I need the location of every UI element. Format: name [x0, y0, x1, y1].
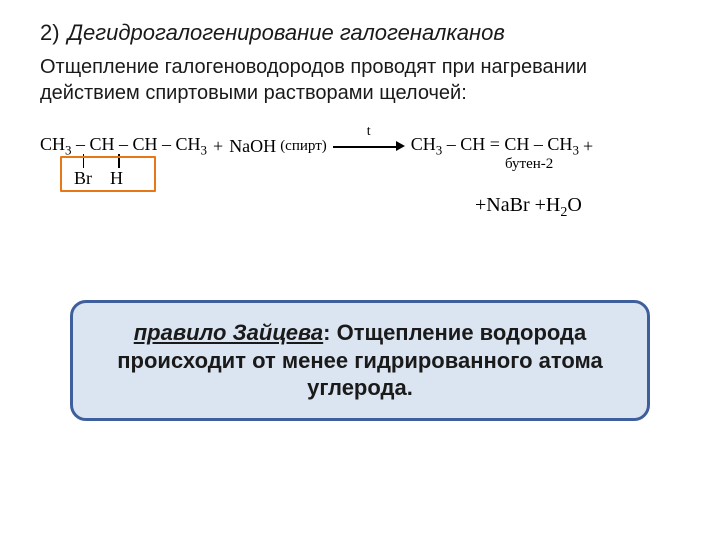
description-text: Отщепление галогеноводородов проводят пр…	[40, 54, 680, 106]
byproduct-2: H2O	[546, 194, 582, 216]
heading-number: 2)	[40, 20, 60, 46]
reactant-formula: CH3 – CH – CH – CH3	[40, 134, 207, 159]
reaction-arrow: t	[333, 136, 405, 156]
trailing-plus: +	[583, 136, 593, 157]
callout-title: правило Зайцева	[134, 320, 323, 345]
reaction-main-line: CH3 – CH – CH – CH3 + NaOH (спирт) t CH3…	[40, 134, 680, 159]
elimination-highlight-box	[60, 156, 156, 192]
reagent-formula: NaOH	[229, 136, 276, 157]
reagent-note: (спирт)	[280, 138, 327, 155]
byproduct-1: NaBr	[486, 194, 529, 216]
product-formula: CH3 – CH = CH – CH3	[411, 134, 579, 159]
heading: 2) Дегидрогалогенирование галогеналканов	[40, 20, 680, 46]
plus-1: +	[213, 136, 223, 157]
reaction-diagram: CH3 – CH – CH – CH3 + NaOH (спирт) t CH3…	[40, 130, 680, 260]
arrow-line	[333, 146, 397, 147]
product-name: бутен-2	[505, 156, 553, 173]
arrow-head-icon	[396, 141, 405, 151]
byproducts: +NaBr +H2O	[475, 194, 582, 221]
arrow-label: t	[367, 124, 371, 140]
rule-callout: правило Зайцева: Отщепление водорода про…	[70, 300, 650, 421]
callout-sep: :	[323, 320, 336, 345]
heading-title: Дегидрогалогенирование галогеналканов	[68, 20, 505, 46]
